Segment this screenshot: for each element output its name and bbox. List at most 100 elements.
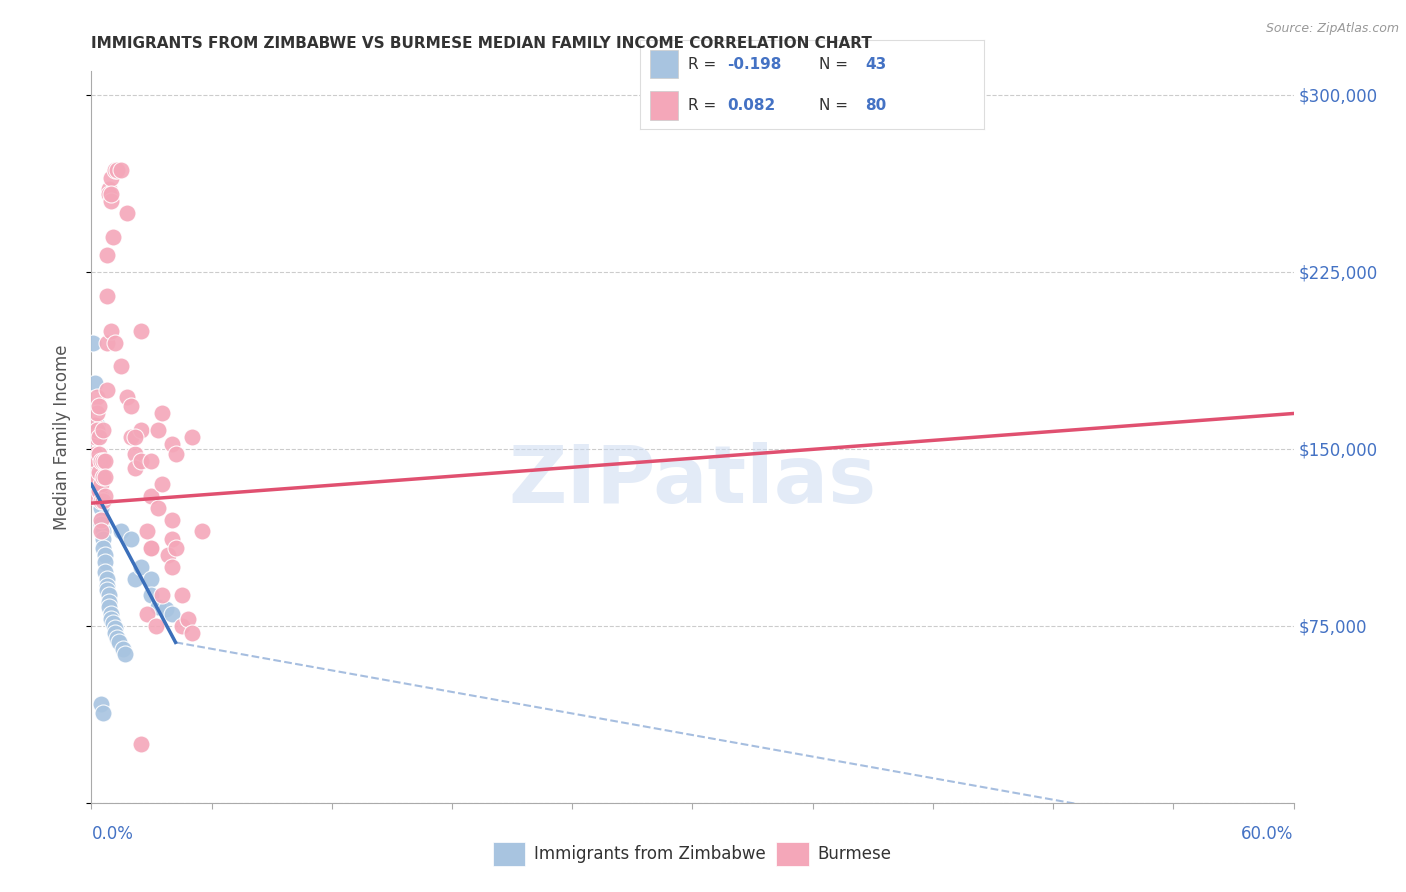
Point [90, 513, 112, 527]
Bar [650, 91, 678, 120]
Point [89, 447, 111, 461]
Point [121, 400, 143, 414]
Point [82, 335, 104, 350]
Text: 43: 43 [865, 57, 887, 71]
Point [89, 484, 111, 499]
Point [93, 423, 115, 437]
Text: R =: R = [688, 57, 721, 71]
Point [89, 400, 111, 414]
Point [136, 607, 159, 621]
Text: N =: N = [818, 98, 852, 112]
Point [86, 470, 108, 484]
Point [86, 418, 108, 433]
Point [86, 430, 108, 444]
Point [94, 470, 117, 484]
Point [146, 423, 169, 437]
Point [94, 489, 117, 503]
Point [96, 248, 118, 262]
Point [93, 541, 115, 555]
Point [160, 437, 183, 451]
Text: 60.0%: 60.0% [1241, 825, 1294, 843]
Point [131, 737, 153, 751]
Y-axis label: Median Family Income: Median Family Income [52, 344, 70, 530]
Point [93, 453, 115, 467]
Point [98, 595, 121, 609]
Point [84, 447, 107, 461]
Point [165, 447, 187, 461]
Point [96, 572, 118, 586]
Point [110, 359, 132, 374]
Point [124, 430, 146, 444]
Point [94, 453, 117, 467]
Point [100, 607, 122, 621]
Point [124, 447, 146, 461]
Point [100, 187, 122, 202]
Text: 0.082: 0.082 [727, 98, 776, 112]
Point [90, 493, 112, 508]
Point [104, 163, 127, 178]
Point [93, 706, 115, 720]
Point [84, 418, 107, 433]
Point [90, 697, 112, 711]
Point [100, 612, 122, 626]
Point [112, 642, 135, 657]
Point [98, 182, 121, 196]
Text: Source: ZipAtlas.com: Source: ZipAtlas.com [1265, 22, 1399, 36]
Point [150, 588, 173, 602]
Point [124, 460, 146, 475]
Point [141, 541, 163, 555]
Point [86, 407, 108, 421]
Point [86, 390, 108, 404]
Point [96, 579, 118, 593]
Point [146, 599, 169, 614]
Point [176, 612, 198, 626]
Point [82, 477, 104, 491]
Point [96, 583, 118, 598]
Point [90, 477, 112, 491]
Text: Burmese: Burmese [817, 845, 891, 863]
Point [96, 288, 118, 302]
Point [180, 430, 202, 444]
Bar [492, 842, 526, 866]
Point [160, 559, 183, 574]
Point [108, 635, 131, 649]
Point [90, 489, 112, 503]
Point [141, 489, 163, 503]
Point [90, 500, 112, 515]
Point [103, 616, 125, 631]
Point [131, 324, 153, 338]
Point [86, 423, 108, 437]
Point [90, 517, 112, 532]
Point [93, 524, 115, 539]
Point [96, 335, 118, 350]
Point [89, 466, 111, 480]
Point [89, 477, 111, 491]
Point [93, 532, 115, 546]
Point [141, 588, 163, 602]
Point [98, 599, 121, 614]
Point [89, 430, 111, 444]
Point [94, 548, 117, 562]
Point [82, 489, 104, 503]
Point [150, 407, 173, 421]
Text: Immigrants from Zimbabwe: Immigrants from Zimbabwe [534, 845, 766, 863]
Point [190, 524, 212, 539]
Point [136, 524, 159, 539]
Point [165, 541, 187, 555]
Text: ZIPatlas: ZIPatlas [509, 442, 876, 520]
Point [89, 466, 111, 480]
Point [84, 430, 107, 444]
Point [84, 376, 107, 390]
Point [145, 619, 167, 633]
Point [121, 532, 143, 546]
Point [160, 513, 183, 527]
Point [100, 170, 122, 185]
Point [141, 453, 163, 467]
Point [156, 548, 179, 562]
Point [107, 163, 129, 178]
Point [117, 206, 139, 220]
Point [100, 194, 122, 208]
Point [110, 163, 132, 178]
Point [98, 588, 121, 602]
Point [170, 619, 193, 633]
